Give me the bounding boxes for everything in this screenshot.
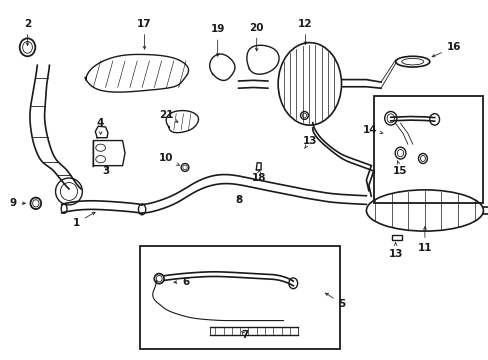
Text: 15: 15 xyxy=(392,161,407,176)
Bar xyxy=(373,96,483,203)
Text: 9: 9 xyxy=(9,198,25,208)
Text: 2: 2 xyxy=(24,19,31,45)
Text: 7: 7 xyxy=(240,330,248,340)
Text: 12: 12 xyxy=(298,19,312,44)
Text: 13: 13 xyxy=(387,243,402,258)
Text: 11: 11 xyxy=(417,227,431,253)
Text: 10: 10 xyxy=(159,153,179,165)
Text: 18: 18 xyxy=(251,170,266,183)
Text: 3: 3 xyxy=(102,166,109,176)
Text: 21: 21 xyxy=(159,111,178,122)
Bar xyxy=(391,235,402,240)
Text: 19: 19 xyxy=(210,24,224,56)
Text: 8: 8 xyxy=(235,195,242,205)
Text: 14: 14 xyxy=(362,125,382,135)
Text: 17: 17 xyxy=(137,19,152,49)
Text: 5: 5 xyxy=(325,293,345,309)
Text: 4: 4 xyxy=(97,118,104,134)
Text: 6: 6 xyxy=(174,277,189,287)
Text: 13: 13 xyxy=(303,136,317,148)
Text: 1: 1 xyxy=(73,212,95,228)
Text: 20: 20 xyxy=(249,23,264,51)
Text: 16: 16 xyxy=(431,42,461,57)
Bar xyxy=(140,246,339,348)
